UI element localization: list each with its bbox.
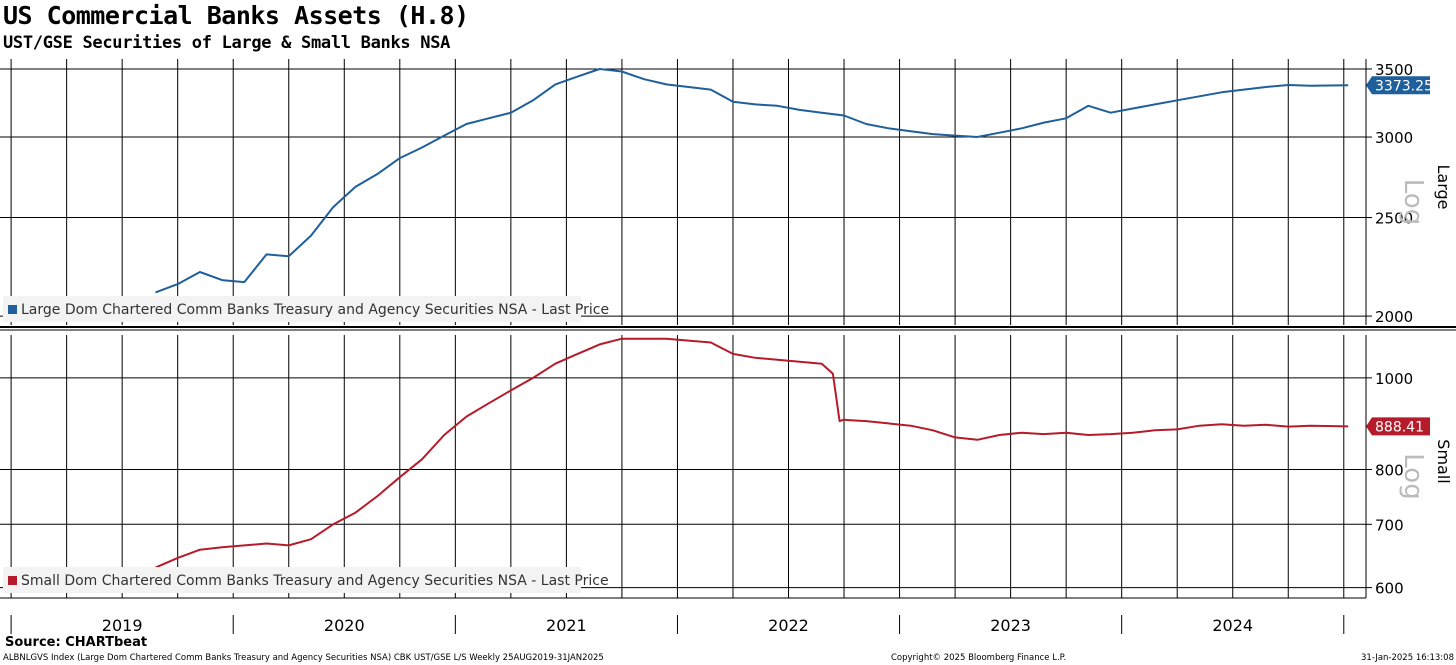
footer-description: ALBNLGVS Index (Large Dom Chartered Comm…	[3, 653, 604, 663]
x-axis-band	[0, 598, 1366, 634]
panel-axis-title: Large	[1434, 164, 1453, 209]
last-value-box	[1366, 76, 1430, 95]
x-tick-label: 2022	[768, 616, 809, 635]
y-tick-label: 3500	[1375, 61, 1413, 79]
log-scale-label: Log	[1398, 453, 1428, 499]
y-tick-label: 1000	[1375, 370, 1413, 388]
legend-swatch	[8, 305, 17, 314]
y-tick-label: 2500	[1375, 210, 1413, 228]
chart-subtitle: UST/GSE Securities of Large & Small Bank…	[3, 33, 451, 53]
panel-axis-title: Small	[1434, 439, 1453, 483]
x-tick-label: 2019	[102, 616, 143, 635]
series-line	[155, 337, 1349, 569]
y-tick-label: 3000	[1375, 129, 1413, 147]
legend-label: Large Dom Chartered Comm Banks Treasury …	[21, 302, 609, 318]
y-tick-label: 2000	[1375, 308, 1413, 326]
footer-copyright: Copyright© 2025 Bloomberg Finance L.P.	[891, 653, 1067, 663]
x-tick-label: 2020	[324, 616, 365, 635]
last-value-box	[1366, 417, 1430, 436]
last-value-label: 3373.25	[1375, 78, 1433, 94]
last-value-label: 888.41	[1375, 419, 1424, 435]
legend-label: Small Dom Chartered Comm Banks Treasury …	[21, 573, 609, 589]
y-tick-label: 600	[1375, 580, 1404, 598]
y-tick-label: 700	[1375, 516, 1404, 534]
x-tick-label: 2024	[1212, 616, 1253, 635]
chart-title: US Commercial Banks Assets (H.8)	[3, 1, 469, 30]
x-tick-label: 2023	[990, 616, 1031, 635]
x-tick-label: 2021	[546, 616, 587, 635]
y-tick-label: 800	[1375, 461, 1404, 479]
legend-background	[3, 567, 581, 593]
log-scale-label: Log	[1398, 179, 1428, 225]
chart-frame	[0, 326, 1456, 331]
series-line	[155, 68, 1349, 294]
x-axis: 2019 2020 2021 2022 2023 2024	[0, 597, 1366, 635]
small-banks-panel: 600 700 800 1000 888.41 Small Dom Chartered C…	[0, 335, 1453, 598]
footer-timestamp: 31-Jan-2025 16:13:08	[1360, 653, 1454, 663]
legend-background	[3, 296, 581, 322]
legend-swatch	[8, 576, 17, 585]
chart-source: Source: CHARTbeat	[5, 635, 148, 650]
